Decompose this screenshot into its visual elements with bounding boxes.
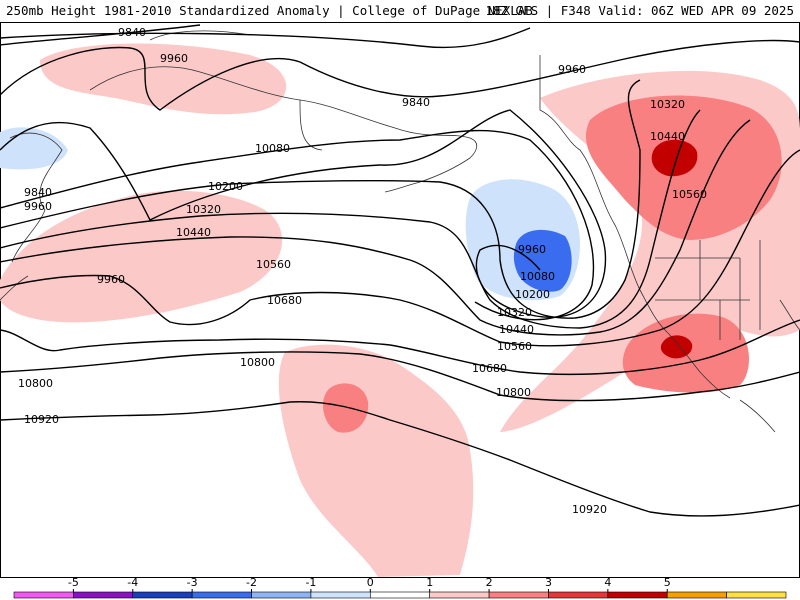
legend-swatch: [429, 591, 490, 599]
contour-label: 10320: [186, 203, 221, 216]
legend-swatch: [488, 591, 549, 599]
legend-swatch: [607, 591, 668, 599]
contour-label: 10560: [497, 340, 532, 353]
legend-swatch: [370, 591, 430, 599]
anomaly-negative-region: [0, 127, 68, 170]
legend-tick-label: -2: [246, 576, 257, 589]
contour-label: 9960: [97, 273, 125, 286]
contour-label: 10320: [650, 98, 685, 111]
contour-label: 9960: [24, 200, 52, 213]
contour-label: 10200: [515, 288, 550, 301]
legend-swatch: [666, 591, 727, 599]
contour-label: 10080: [255, 142, 290, 155]
contour-label: 10680: [267, 294, 302, 307]
contour-label: 10440: [499, 323, 534, 336]
contour-label: 9960: [518, 243, 546, 256]
contour-label: 10200: [208, 180, 243, 193]
legend-tick-label: 5: [664, 576, 671, 589]
legend-tick-label: 4: [604, 576, 611, 589]
legend-tick-label: 3: [545, 576, 552, 589]
legend-tick-label: -4: [127, 576, 138, 589]
height-contours: [0, 24, 800, 517]
contour-label: 9840: [24, 186, 52, 199]
legend-swatch: [251, 591, 312, 599]
anomaly-moderate-region: [323, 383, 369, 433]
contour-label: 9960: [160, 52, 188, 65]
map-title: 250mb Height 1981-2010 Standardized Anom…: [6, 3, 533, 18]
anomaly-map: 9840 9960 9960 9840 9840 9960 10080 1020…: [0, 22, 800, 599]
contour-label: 10800: [240, 356, 275, 369]
legend-tick-label: -1: [305, 576, 316, 589]
anomaly-positive-region: [40, 43, 287, 115]
contour-label: 10440: [650, 130, 685, 143]
contour-label: 10440: [176, 226, 211, 239]
legend-tick-label: 0: [367, 576, 374, 589]
anomaly-negative-core: [513, 229, 572, 292]
contour-label: 9840: [402, 96, 430, 109]
contour-labels: 9840 9960 9960 9840 9840 9960 10080 1020…: [18, 26, 707, 516]
contour-label: 10800: [496, 386, 531, 399]
contour-label: 10920: [24, 413, 59, 426]
contour-label: 10560: [672, 188, 707, 201]
contour-label: 10080: [520, 270, 555, 283]
anomaly-positive-region: [0, 190, 283, 323]
legend-swatch: [310, 591, 371, 599]
legend-tick-label: -5: [68, 576, 79, 589]
anomaly-strong-core: [651, 139, 698, 177]
legend-tick-label: -3: [187, 576, 198, 589]
contour-label: 10920: [572, 503, 607, 516]
contour-label: 10560: [256, 258, 291, 271]
legend-swatch: [726, 591, 787, 599]
contour-label: 10320: [497, 306, 532, 319]
contour-label: 10800: [18, 377, 53, 390]
legend-colorbar: -5 -4 -3 -2 -1 0 1 2 3 4 5: [13, 576, 787, 599]
legend-swatch: [132, 591, 193, 599]
model-run-info: 18Z GFS | F348 Valid: 06Z WED APR 09 202…: [485, 3, 794, 18]
contour-label: 9840: [118, 26, 146, 39]
contour-label: 9960: [558, 63, 586, 76]
legend-swatch: [191, 591, 252, 599]
legend-tick-label: 2: [486, 576, 493, 589]
legend-swatch: [13, 591, 74, 599]
legend-swatch: [73, 591, 134, 599]
contour-label: 10680: [472, 362, 507, 375]
legend-swatch: [548, 591, 609, 599]
legend-tick-label: 1: [426, 576, 433, 589]
